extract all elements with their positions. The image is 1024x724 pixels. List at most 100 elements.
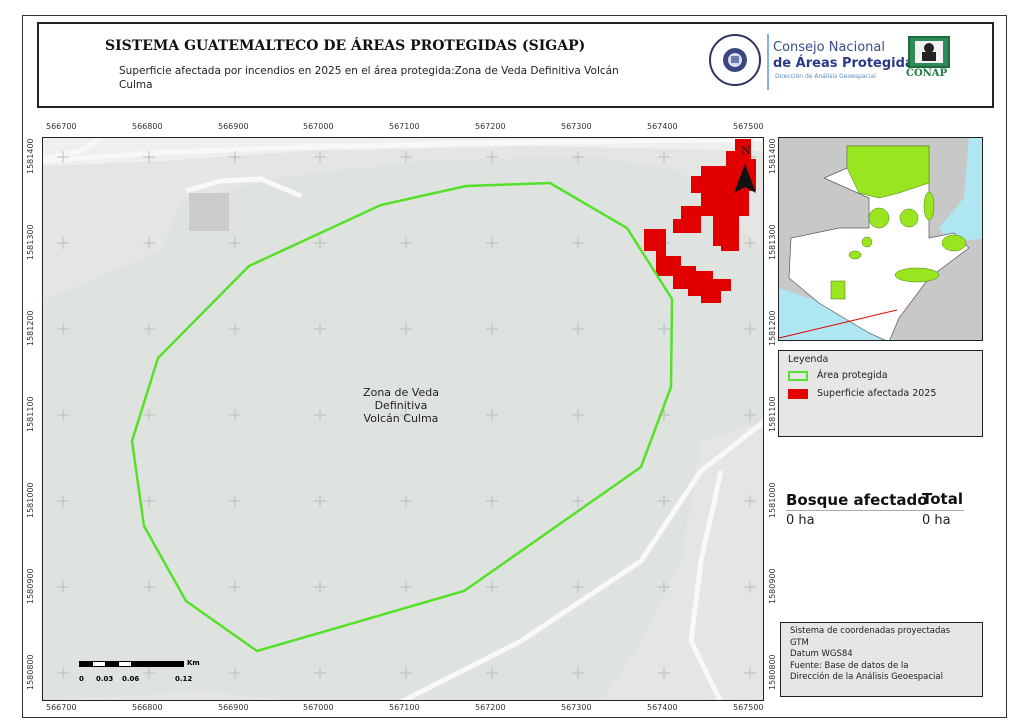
protected-area-outline[interactable] [130, 181, 674, 653]
zone-label: Zona de Veda Definitiva Volcán Culma [341, 386, 461, 425]
burned-area-2025[interactable] [644, 139, 756, 303]
grid-cross [658, 667, 670, 679]
y-tick-label-right: 1581400 [768, 138, 777, 174]
y-tick-label-left: 1581200 [26, 310, 35, 346]
y-tick-label-left: 1581000 [26, 482, 35, 518]
x-tick-label-top: 567500 [733, 122, 764, 131]
scale-label: 0.12 [175, 675, 193, 683]
grid-cross [229, 409, 241, 421]
grid-cross [744, 495, 756, 507]
x-tick-label-top: 567200 [475, 122, 506, 131]
grid-cross [314, 667, 326, 679]
y-tick-label-left: 1581400 [26, 138, 35, 174]
grid-cross [314, 581, 326, 593]
grid-cross [572, 667, 584, 679]
x-tick-label-top: 567100 [389, 122, 420, 131]
grid-cross [314, 495, 326, 507]
caribbean-sea [939, 138, 982, 243]
grid-cross [658, 495, 670, 507]
legend-swatch-burned [788, 389, 808, 399]
y-tick-label-right: 1581200 [768, 310, 777, 346]
x-tick-label-bot: 567000 [303, 703, 334, 712]
grid-cross [229, 151, 241, 163]
x-tick-label-top: 567000 [303, 122, 334, 131]
x-tick-label-bot: 567300 [561, 703, 592, 712]
stats-value-total: 0 ha [922, 513, 951, 528]
grid-cross [143, 409, 155, 421]
grid-cross [57, 409, 69, 421]
page-border [22, 15, 1007, 718]
x-tick-label-bot: 566700 [46, 703, 77, 712]
grid-cross [486, 323, 498, 335]
grid-cross [486, 151, 498, 163]
info-line: GTM [790, 637, 809, 648]
info-line: Sistema de coordenadas proyectadas [790, 626, 951, 636]
scale-label: 0 [79, 675, 84, 683]
x-tick-label-top: 566700 [46, 122, 77, 131]
grid-cross [143, 237, 155, 249]
grid-cross [57, 237, 69, 249]
building [189, 193, 229, 231]
legend-swatch-protected [788, 371, 808, 381]
grid-cross [57, 581, 69, 593]
flat-area [43, 138, 763, 166]
conap-acronym: CONAP [906, 68, 948, 79]
grid-cross [57, 667, 69, 679]
x-tick-label-bot: 567400 [647, 703, 678, 712]
scale-bar: Km 0 0.03 0.06 0.12 [79, 659, 219, 695]
y-tick-label-left: 1580800 [26, 654, 35, 690]
grid-cross [400, 581, 412, 593]
grid-cross [658, 581, 670, 593]
x-tick-label-top: 566900 [218, 122, 249, 131]
x-tick-label-bot: 567500 [733, 703, 764, 712]
y-tick-label-right: 1580900 [768, 568, 777, 604]
y-tick-label-left: 1580900 [26, 568, 35, 604]
grid-cross [744, 581, 756, 593]
grid-cross [143, 581, 155, 593]
grid-cross [486, 667, 498, 679]
y-tick-label-right: 1580800 [768, 654, 777, 690]
grid-cross [229, 667, 241, 679]
grid-cross [572, 323, 584, 335]
grid-cross [314, 323, 326, 335]
zone-label-line: Volcán Culma [363, 412, 439, 425]
stats-value-forest: 0 ha [786, 513, 815, 528]
grid-cross [572, 581, 584, 593]
guatemala-seal-logo [709, 34, 761, 86]
grid-cross [572, 409, 584, 421]
roads [43, 138, 763, 700]
x-tick-label-top: 567300 [561, 122, 592, 131]
x-tick-label-bot: 566900 [218, 703, 249, 712]
north-arrow-icon [734, 164, 756, 193]
grid-cross [143, 151, 155, 163]
zone-label-line: Definitiva [374, 399, 428, 412]
conap-name-line1: Consejo Nacional [773, 40, 885, 55]
legend-title: Leyenda [788, 354, 829, 365]
info-line: Dirección de la Análisis Geoespacial [790, 672, 943, 682]
x-tick-label-bot: 567100 [389, 703, 420, 712]
grid-cross [143, 667, 155, 679]
logo-divider [767, 34, 769, 90]
grid-cross [229, 237, 241, 249]
main-map[interactable]: N Zona de Veda Definitiva Volcán Culma K… [42, 137, 764, 701]
grid-cross [57, 495, 69, 507]
grid-cross [486, 581, 498, 593]
grid-cross [57, 323, 69, 335]
locator-map [778, 137, 983, 341]
x-tick-label-bot: 567200 [475, 703, 506, 712]
conap-monkey-logo [908, 36, 950, 68]
grid-cross [314, 237, 326, 249]
grid-cross [143, 323, 155, 335]
grid-cross [486, 409, 498, 421]
header-box: SISTEMA GUATEMALTECO DE ÁREAS PROTEGIDAS… [37, 22, 994, 108]
y-tick-label-right: 1581100 [768, 396, 777, 432]
conap-name-line2: de Áreas Protegidas [773, 56, 922, 71]
grid-cross [486, 495, 498, 507]
logos: Consejo Nacional de Áreas Protegidas Dir… [705, 28, 995, 104]
x-tick-label-top: 567400 [647, 122, 678, 131]
info-line: Fuente: Base de datos de la [790, 660, 909, 671]
grid-cross [572, 495, 584, 507]
y-tick-label-left: 1581300 [26, 224, 35, 260]
page-subtitle: Superficie afectada por incendios en 202… [119, 65, 619, 91]
